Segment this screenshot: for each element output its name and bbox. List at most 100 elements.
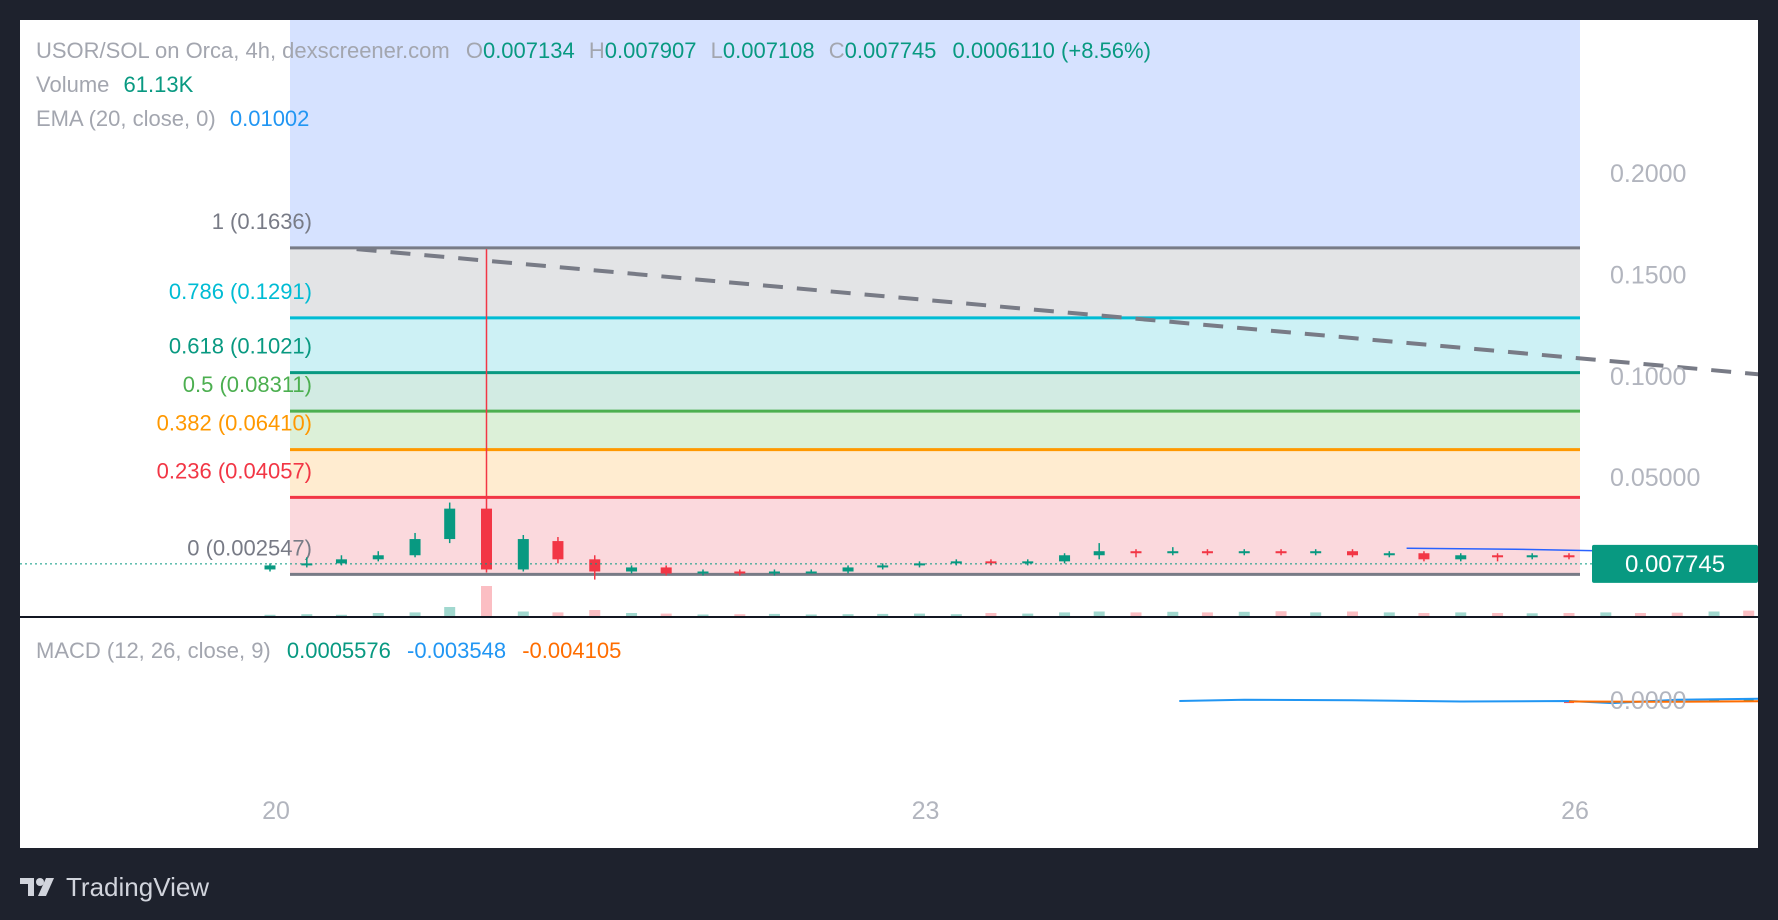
macd-axis-tick: 0.0000: [1610, 687, 1686, 715]
symbol-legend: USOR/SOL on Orca, 4h, dexscreener.com O0…: [36, 38, 1151, 64]
candle-body: [372, 555, 384, 560]
volume-bar: [1526, 613, 1538, 616]
ema-legend: EMA (20, close, 0) 0.01002: [36, 106, 309, 132]
candle-body: [1492, 555, 1504, 558]
fib-level-label: 0.382 (0.06410): [157, 411, 312, 436]
volume-legend: Volume 61.13K: [36, 72, 193, 98]
candle-body: [1347, 551, 1358, 556]
volume-bar: [372, 613, 384, 616]
candle-body: [444, 508, 456, 540]
volume-bar: [481, 586, 492, 616]
volume-bar: [1492, 613, 1504, 616]
candle-body: [1275, 551, 1287, 554]
candle-body: [914, 563, 925, 566]
volume-bar: [1093, 611, 1105, 616]
volume-bar: [842, 614, 854, 616]
candle-body: [1167, 551, 1179, 554]
candle-body: [805, 571, 817, 574]
fib-zone: [290, 497, 1580, 575]
candle-body: [1418, 553, 1430, 560]
fib-zone: [290, 372, 1580, 412]
candle-body: [1310, 551, 1322, 554]
time-axis-tick: 20: [262, 797, 290, 825]
volume-bar: [697, 614, 709, 616]
candle-body: [335, 559, 347, 564]
candle-body: [552, 541, 564, 560]
price-axis-tick: 0.1000: [1610, 363, 1686, 391]
volume-bar: [444, 607, 456, 616]
time-axis-tick: 26: [1561, 797, 1589, 825]
candle-body: [697, 571, 709, 574]
candle-body: [950, 561, 962, 564]
volume-bar: [1418, 613, 1430, 616]
volume-bar: [1347, 611, 1358, 616]
candle-body: [1093, 551, 1105, 556]
volume-bar: [1238, 611, 1250, 616]
fib-zone: [290, 411, 1580, 450]
volume-bar: [264, 614, 276, 616]
fib-zone: [290, 449, 1580, 498]
candle-body: [1201, 551, 1213, 554]
candle-body: [589, 559, 601, 572]
ema-value: 0.01002: [229, 106, 310, 131]
low-label: L: [710, 38, 723, 63]
volume-bar: [1275, 611, 1287, 616]
volume-value: 61.13K: [123, 72, 194, 97]
volume-bar: [877, 613, 889, 616]
open-value: 0.007134: [482, 38, 575, 63]
candle-body: [1059, 555, 1071, 562]
candle-body: [660, 567, 672, 574]
chart-panel: 1 (0.1636) 0.786 (0.1291) 0.618 (0.1021) 0.…: [20, 20, 1758, 848]
high-value: 0.007907: [604, 38, 697, 63]
volume-bar: [985, 613, 997, 616]
descending-trendline: [356, 247, 1758, 377]
fib-zone: [290, 247, 1580, 318]
macd-histogram-bar: [1672, 700, 1683, 702]
low-value: 0.007108: [722, 38, 815, 63]
volume-bar: [1059, 612, 1071, 616]
high-label: H: [588, 38, 605, 63]
volume-bar: [301, 614, 313, 616]
candle-body: [1022, 561, 1034, 564]
volume-bar: [1167, 611, 1179, 616]
close-label: C: [828, 38, 845, 63]
volume-bar: [734, 614, 746, 616]
candle-body: [1383, 553, 1395, 556]
volume-label: Volume: [36, 72, 110, 97]
time-axis-tick: 23: [912, 797, 940, 825]
fib-zone: [290, 317, 1580, 373]
price-axis-tick: 0.1500: [1610, 261, 1686, 289]
volume-bar: [335, 614, 347, 616]
volume-bar: [409, 612, 421, 616]
candle-body: [842, 567, 854, 572]
volume-bar: [552, 612, 564, 616]
macd-legend: MACD (12, 26, close, 9) 0.0005576 -0.003…: [36, 638, 621, 664]
close-value: 0.007745: [844, 38, 937, 63]
macd-label: MACD (12, 26, close, 9): [36, 638, 271, 663]
volume-bar: [660, 613, 672, 616]
macd-line-value: -0.003548: [407, 638, 507, 663]
fib-level-label: 0.786 (0.1291): [169, 279, 312, 304]
brand-name[interactable]: TradingView: [66, 871, 210, 902]
volume-bar: [914, 613, 925, 616]
fib-level-label: 0.5 (0.08311): [183, 372, 312, 397]
candle-body: [768, 571, 780, 574]
volume-bar: [1563, 613, 1575, 616]
open-label: O: [465, 38, 483, 63]
fib-extension-zone: [290, 20, 1580, 248]
fib-level-label: 0.236 (0.04057): [157, 458, 312, 483]
candle-body: [1526, 555, 1538, 558]
volume-bar: [1310, 612, 1322, 616]
macd-line: [1179, 697, 1758, 705]
chart[interactable]: 1 (0.1636) 0.786 (0.1291) 0.618 (0.1021) 0.…: [20, 20, 1758, 848]
volume-bar: [589, 610, 601, 616]
macd-histogram-bar: [1709, 699, 1720, 701]
volume-bar: [626, 613, 638, 616]
ema-label: EMA (20, close, 0): [36, 106, 216, 131]
volume-bar: [1455, 612, 1467, 616]
candle-body: [409, 539, 421, 556]
price-axis-tick: 0.2000: [1610, 160, 1686, 188]
macd-hist-value: 0.0005576: [286, 638, 391, 663]
candle-body: [264, 565, 276, 570]
symbol-title: USOR/SOL on Orca, 4h, dexscreener.com: [36, 38, 450, 63]
